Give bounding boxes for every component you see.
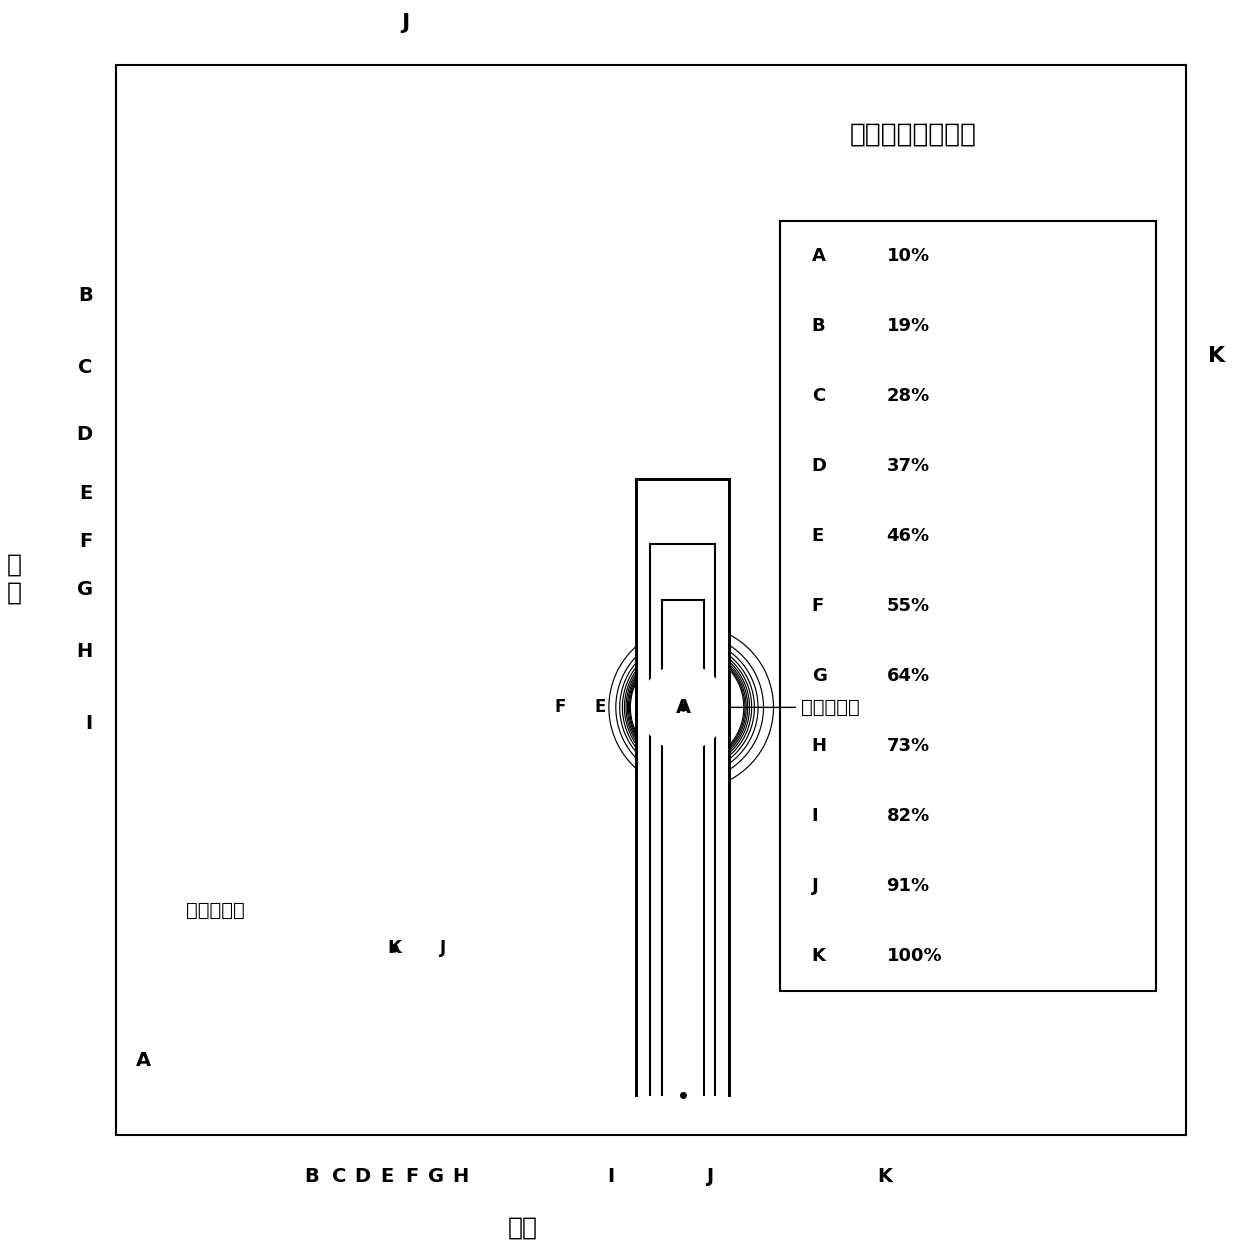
Text: G: G — [428, 1167, 444, 1187]
Text: A: A — [676, 698, 691, 716]
Text: J: J — [401, 14, 409, 34]
Text: G: G — [77, 580, 93, 599]
Text: K: K — [1208, 347, 1225, 367]
Text: 径向: 径向 — [508, 1216, 538, 1239]
Text: C: C — [331, 1167, 346, 1187]
Text: H: H — [453, 1167, 469, 1187]
Circle shape — [641, 665, 727, 750]
Text: G: G — [812, 666, 827, 685]
Text: E: E — [79, 484, 93, 503]
Text: K: K — [877, 1167, 892, 1187]
Text: 19%: 19% — [887, 317, 930, 334]
Text: 轴向磁感强度分布: 轴向磁感强度分布 — [849, 122, 977, 149]
Text: E: E — [594, 699, 605, 716]
Text: 73%: 73% — [887, 736, 930, 755]
Text: 第一级线圈: 第一级线圈 — [732, 698, 859, 716]
Text: E: E — [812, 527, 823, 544]
Text: 37%: 37% — [887, 457, 930, 474]
Polygon shape — [636, 479, 729, 1094]
Text: J: J — [707, 1167, 714, 1187]
Text: C: C — [812, 387, 825, 404]
Text: 28%: 28% — [887, 387, 930, 404]
Text: H: H — [77, 643, 93, 661]
Text: C: C — [78, 358, 93, 377]
Bar — [780, 221, 1156, 991]
Text: 46%: 46% — [887, 527, 930, 544]
Text: I: I — [608, 1167, 614, 1187]
Text: I: I — [812, 806, 818, 825]
Text: E: E — [381, 1167, 393, 1187]
Text: 轴
向: 轴 向 — [7, 553, 22, 605]
Text: 82%: 82% — [887, 806, 930, 825]
Text: F: F — [405, 1167, 418, 1187]
Text: A: A — [812, 247, 826, 265]
Text: B: B — [78, 286, 93, 305]
Text: K: K — [812, 947, 826, 965]
Text: 55%: 55% — [887, 597, 930, 615]
Text: B: B — [812, 317, 826, 334]
Text: B: B — [305, 1167, 320, 1187]
Circle shape — [353, 907, 435, 988]
Text: F: F — [812, 597, 823, 615]
Text: 100%: 100% — [887, 947, 942, 965]
Text: D: D — [77, 426, 93, 444]
Text: 64%: 64% — [887, 666, 930, 685]
Text: I: I — [86, 714, 93, 733]
Text: J: J — [812, 877, 818, 895]
Text: F: F — [79, 532, 93, 552]
Text: H: H — [812, 736, 827, 755]
Text: J: J — [439, 938, 445, 957]
Text: F: F — [554, 699, 565, 716]
Text: 10%: 10% — [887, 247, 930, 265]
Text: 91%: 91% — [887, 877, 930, 895]
Text: 第二级线圈: 第二级线圈 — [186, 901, 244, 920]
Text: A: A — [135, 1051, 150, 1070]
Text: K: K — [388, 938, 402, 957]
Text: D: D — [355, 1167, 371, 1187]
Text: D: D — [812, 457, 827, 474]
